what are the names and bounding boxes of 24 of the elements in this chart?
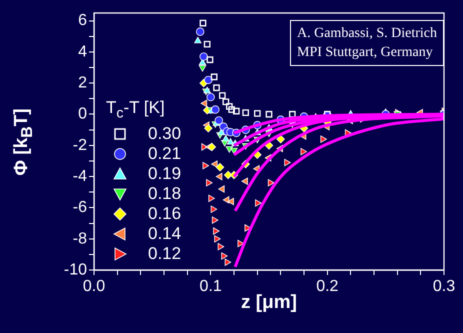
x-tick-label: 0.0 xyxy=(82,278,106,296)
legend-label: 0.16 xyxy=(148,204,182,224)
x-tick-label: 0.3 xyxy=(432,278,456,296)
x-axis-title: z [μm] xyxy=(241,292,297,313)
x-tick-label: 0.2 xyxy=(316,278,339,296)
legend-label: 0.18 xyxy=(148,184,182,204)
legend-label: 0.12 xyxy=(148,244,182,264)
y-tick-label: -2 xyxy=(72,136,88,154)
legend-title: T$_{c}$-T [K] xyxy=(106,98,166,121)
y-tick-label: -6 xyxy=(72,199,88,216)
y-tick-label: -8 xyxy=(72,230,88,248)
annotation: MPI Stuttgart, Germany xyxy=(297,44,434,62)
legend-label: 0.14 xyxy=(148,224,182,244)
y-tick-label: 2 xyxy=(78,74,88,92)
legend-label: 0.21 xyxy=(148,144,182,164)
y-tick-label: 6 xyxy=(78,12,88,30)
annotation: A. Gambassi, S. Dietrich xyxy=(297,25,437,43)
y-tick-label: -4 xyxy=(72,168,88,185)
y-tick-label: 0 xyxy=(78,106,88,123)
legend-label: 0.30 xyxy=(148,124,182,144)
x-tick-label: 0.1 xyxy=(200,278,222,296)
legend-label: 0.19 xyxy=(148,164,182,184)
y-tick-label: -10 xyxy=(64,261,88,278)
y-tick-label: 4 xyxy=(78,43,88,60)
